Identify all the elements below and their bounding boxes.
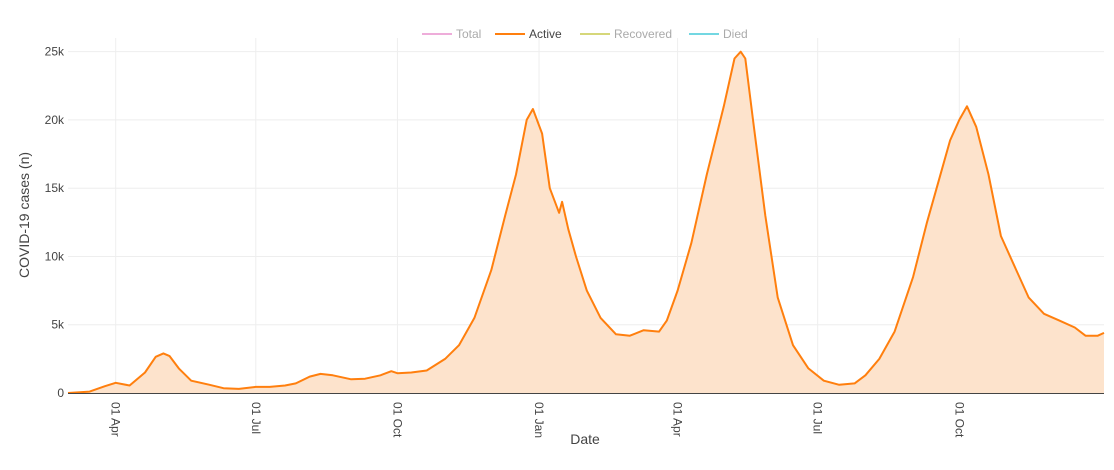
x-tick-label: 01 Jul bbox=[249, 402, 263, 434]
y-tick-label: 15k bbox=[45, 181, 65, 195]
legend-label: Total bbox=[456, 27, 481, 41]
y-axis-title: COVID-19 cases (n) bbox=[16, 152, 32, 278]
legend-label: Recovered bbox=[614, 27, 672, 41]
legend-item-active[interactable]: Active bbox=[495, 27, 562, 41]
x-axis-title: Date bbox=[570, 431, 600, 447]
x-tick-label: 01 Apr bbox=[671, 402, 685, 437]
x-tick-label: 01 Jan bbox=[532, 402, 546, 438]
legend-item-recovered[interactable]: Recovered bbox=[580, 27, 672, 41]
y-tick-label: 20k bbox=[45, 113, 65, 127]
axes: 0 5k 10k 15k 20k 25k 01 Apr 01 Jul 01 Oct 01 Jan 0… bbox=[45, 45, 1104, 438]
x-tick-label: 01 Jul bbox=[811, 402, 825, 434]
legend-label: Died bbox=[723, 27, 748, 41]
y-tick-label: 5k bbox=[51, 318, 65, 332]
x-tick-label: 01 Apr bbox=[109, 402, 123, 437]
x-tick-label: 01 Oct bbox=[390, 402, 404, 438]
x-tick-label: 01 Oct bbox=[952, 402, 966, 438]
legend[interactable]: Total Active Recovered Died bbox=[422, 27, 748, 41]
legend-label: Active bbox=[529, 27, 562, 41]
y-tick-label: 25k bbox=[45, 45, 65, 59]
legend-item-died[interactable]: Died bbox=[689, 27, 748, 41]
active-series-line[interactable] bbox=[67, 50, 1105, 394]
legend-item-total[interactable]: Total bbox=[422, 27, 481, 41]
active-area-fill bbox=[68, 51, 1104, 393]
y-tick-label: 0 bbox=[57, 386, 64, 400]
series-layer bbox=[67, 50, 1105, 394]
y-tick-label: 10k bbox=[45, 249, 65, 263]
